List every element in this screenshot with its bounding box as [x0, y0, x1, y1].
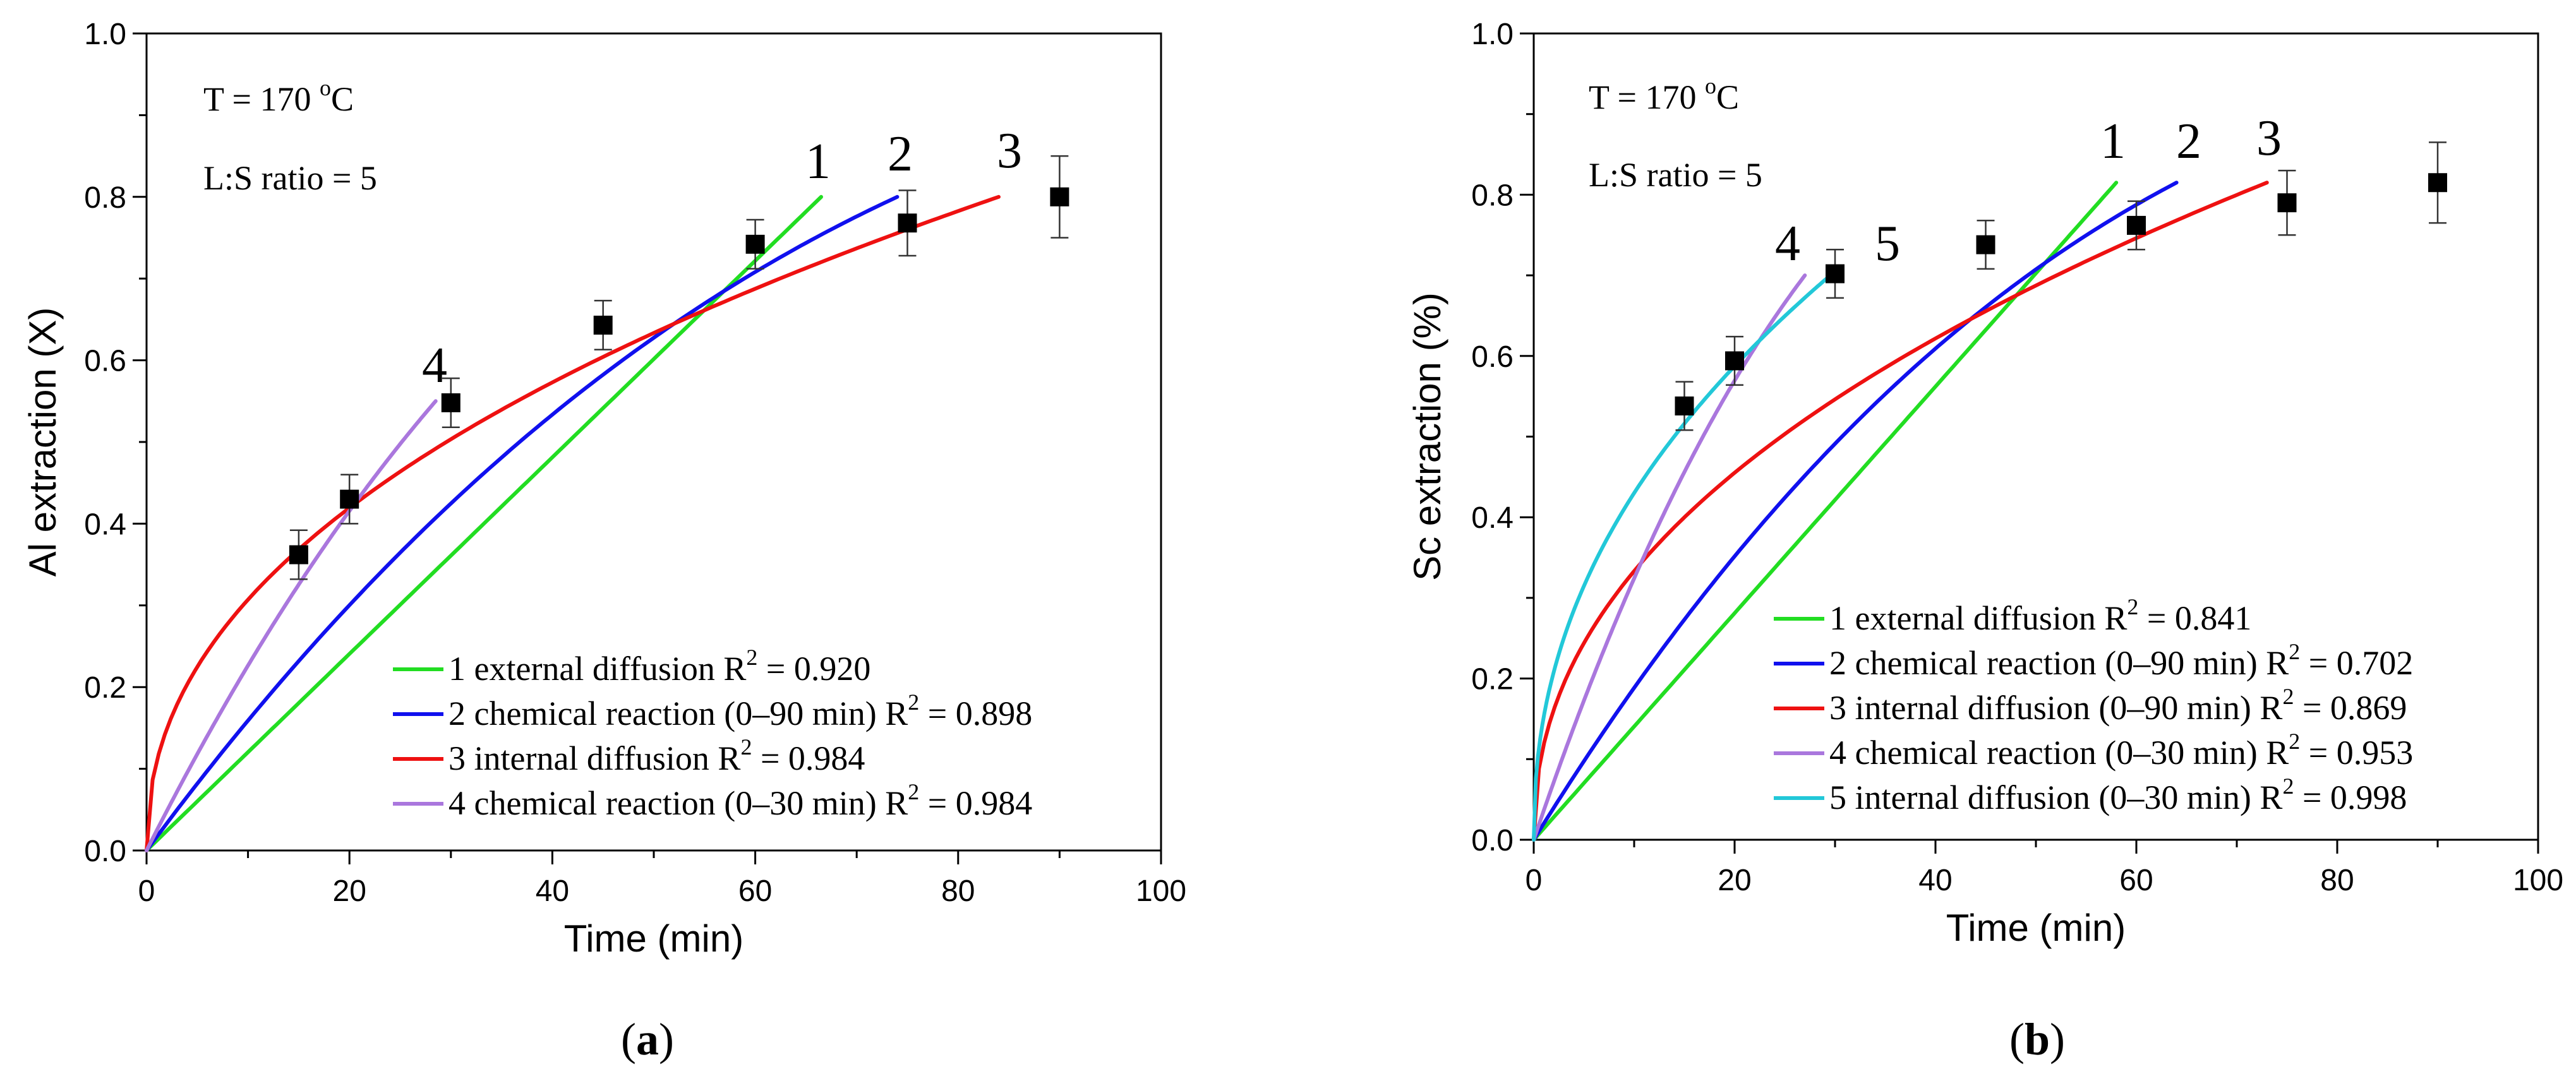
y-tick-label: 0.8	[1471, 179, 1514, 212]
data-point	[340, 489, 359, 509]
curve-label-1: 1	[805, 134, 831, 189]
model-curve-1	[145, 194, 823, 852]
data-point	[898, 213, 917, 233]
legend-entry-2: 2 chemical reaction (0–90 min) R2 = 0.89…	[448, 689, 1032, 732]
model-curve-2	[1532, 181, 2179, 842]
x-tick-label: 40	[536, 874, 569, 908]
curve-label-3: 3	[997, 123, 1022, 179]
y-tick-label: 0.8	[84, 181, 126, 215]
data-point	[2127, 215, 2146, 235]
x-tick-label: 0	[1526, 864, 1543, 897]
y-tick-label: 0.6	[1471, 340, 1514, 374]
y-tick-label: 1.0	[84, 18, 126, 51]
y-tick-label: 0.4	[1471, 501, 1514, 535]
y-tick-label: 0.2	[1471, 663, 1514, 696]
model-curve-4	[1532, 273, 1807, 842]
data-point	[1976, 235, 1995, 254]
legend-entry-1: 1 external diffusion R2 = 0.841	[1829, 594, 2251, 637]
chart-panel-a: 0 20 40 60 80 100 0.0 0.2 0.4 0.6 0.8 1.0 Time (min)…	[21, 18, 1186, 1065]
ratio-annotation: L:S ratio = 5	[1589, 156, 1762, 194]
data-point	[745, 234, 765, 254]
y-tick-label: 0.0	[84, 835, 126, 868]
x-axis-label: Time (min)	[1946, 907, 2126, 949]
curve-label-4: 4	[1775, 216, 1800, 272]
legend-entry-4: 4 chemical reaction (0–30 min) R2 = 0.98…	[448, 779, 1032, 822]
x-tick-label: 100	[1136, 874, 1186, 908]
y-tick-label: 0.4	[84, 508, 126, 541]
model-curve-3	[145, 194, 1001, 852]
chart-panel-b: 0 20 40 60 80 100 0.0 0.2 0.4 0.6 0.8 1.0 Time (min)…	[1406, 18, 2563, 1065]
curve-label-5: 5	[1875, 216, 1900, 272]
x-tick-label: 0	[138, 874, 155, 908]
data-point	[289, 545, 308, 564]
legend-entry-2: 2 chemical reaction (0–90 min) R2 = 0.70…	[1829, 639, 2413, 682]
curve-label-2: 2	[2176, 114, 2201, 169]
data-point	[2277, 193, 2297, 213]
y-tick-label: 0.0	[1471, 824, 1514, 857]
y-tick-label: 1.0	[1471, 18, 1514, 51]
legend-entry-5: 5 internal diffusion (0–30 min) R2 = 0.9…	[1829, 773, 2407, 816]
x-tick-label: 60	[738, 874, 772, 908]
x-tick-label: 100	[2513, 864, 2563, 897]
x-tick-label: 20	[333, 874, 366, 908]
curve-label-2: 2	[888, 126, 913, 182]
legend-entry-4: 4 chemical reaction (0–30 min) R2 = 0.95…	[1829, 729, 2413, 772]
x-tick-label: 20	[1718, 864, 1751, 897]
curve-label-4: 4	[422, 338, 447, 393]
temperature-annotation: T = 170 oC	[203, 75, 354, 118]
legend-entry-3: 3 internal diffusion R2 = 0.984	[448, 734, 865, 777]
x-tick-label: 40	[1918, 864, 1952, 897]
data-point	[1675, 396, 1694, 415]
y-tick-label: 0.2	[84, 671, 126, 705]
curve-label-3: 3	[2256, 110, 2282, 166]
x-axis-label: Time (min)	[564, 917, 743, 960]
y-tick-label: 0.6	[84, 345, 126, 378]
y-axis-label: Al extraction (X)	[21, 307, 64, 577]
data-point	[2428, 173, 2447, 193]
x-tick-label: 80	[941, 874, 975, 908]
data-point	[1826, 264, 1845, 283]
temperature-annotation: T = 170 oC	[1589, 73, 1739, 116]
data-point	[593, 315, 613, 335]
panel-label: (b)	[2009, 1014, 2065, 1065]
panel-label: (a)	[621, 1014, 674, 1065]
model-curve-4	[145, 399, 438, 852]
x-tick-label: 60	[2119, 864, 2153, 897]
data-point	[1050, 187, 1069, 206]
y-axis-label: Sc extraction (%)	[1406, 292, 1448, 581]
ratio-annotation: L:S ratio = 5	[203, 159, 377, 197]
model-curve-2	[145, 194, 900, 852]
legend-entry-3: 3 internal diffusion (0–90 min) R2 = 0.8…	[1829, 684, 2407, 727]
x-tick-label: 80	[2320, 864, 2354, 897]
legend-entry-1: 1 external diffusion R2 = 0.920	[448, 645, 870, 688]
curve-label-1: 1	[2100, 114, 2126, 169]
data-point	[441, 393, 460, 412]
data-point	[1725, 351, 1744, 371]
